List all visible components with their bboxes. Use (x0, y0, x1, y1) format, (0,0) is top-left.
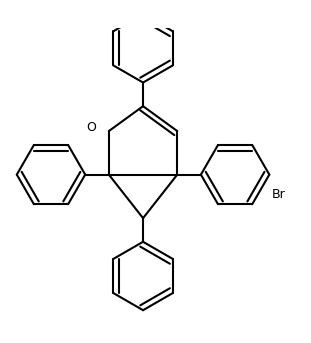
Text: Br: Br (272, 188, 286, 201)
Text: O: O (86, 121, 96, 134)
